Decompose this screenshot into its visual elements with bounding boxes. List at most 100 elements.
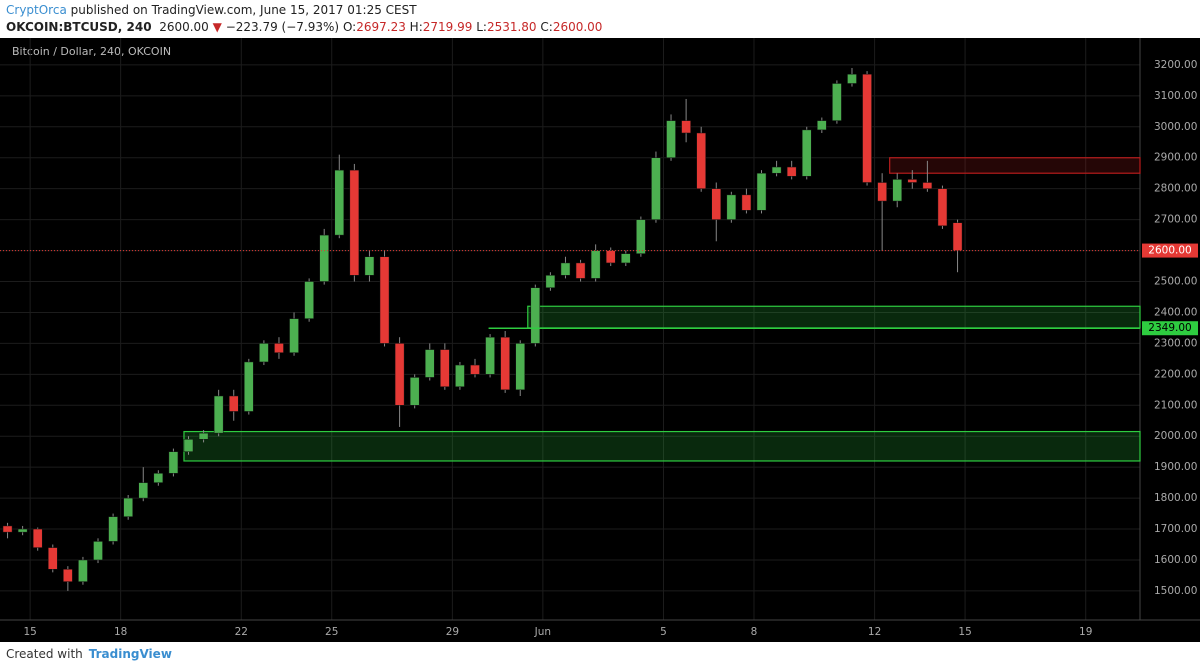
brand[interactable]: TradingView xyxy=(88,647,172,661)
candle-body xyxy=(817,120,827,131)
candle-body xyxy=(560,262,571,276)
candle-body xyxy=(364,256,375,276)
candle-body xyxy=(379,256,390,344)
low: 2531.80 xyxy=(486,20,537,34)
header-line: CryptOrca published on TradingView.com, … xyxy=(6,2,602,19)
y-tick-label: 1600.00 xyxy=(1154,554,1197,566)
symbol: OKCOIN:BTCUSD, 240 xyxy=(6,20,152,34)
candle-body xyxy=(952,222,963,251)
l-label: L: xyxy=(476,20,487,34)
candle-body xyxy=(274,343,284,353)
y-tick-label: 2000.00 xyxy=(1154,430,1197,442)
high: 2719.99 xyxy=(422,20,473,34)
candle-body xyxy=(575,262,586,279)
y-tick-label: 2900.00 xyxy=(1154,152,1197,164)
candle-body xyxy=(244,361,254,412)
candle-body xyxy=(213,395,224,434)
x-tick-label: 8 xyxy=(751,626,758,638)
candle-body xyxy=(349,169,360,276)
candle-body xyxy=(681,120,691,134)
candle-body xyxy=(319,234,329,282)
change: −223.79 (−7.93%) xyxy=(225,20,340,34)
footer: Created with TradingView xyxy=(6,647,172,661)
candle-body xyxy=(636,219,646,254)
candle-body xyxy=(304,281,314,319)
candle-body xyxy=(801,129,812,177)
candle-body xyxy=(605,250,616,264)
y-tick-label: 2500.00 xyxy=(1154,276,1197,288)
price-tag-label: 2349.00 xyxy=(1148,322,1191,334)
author[interactable]: CryptOrca xyxy=(6,3,67,17)
quote-line: OKCOIN:BTCUSD, 240 2600.00 ▼ −223.79 (−7… xyxy=(6,19,602,36)
y-tick-label: 1900.00 xyxy=(1154,461,1197,473)
candle-body xyxy=(138,482,149,499)
candle-body xyxy=(228,395,239,412)
candle-body xyxy=(711,188,722,220)
y-tick-label: 2300.00 xyxy=(1154,337,1197,349)
price-tag xyxy=(1142,321,1198,336)
candle-body xyxy=(198,432,209,440)
chart: Bitcoin / Dollar, 240, OKCOIN 1500.00 160… xyxy=(0,38,1200,642)
x-tick-label: 12 xyxy=(868,626,881,638)
last: 2600.00 xyxy=(159,20,209,34)
close: 2600.00 xyxy=(552,20,603,34)
candle-body xyxy=(847,73,857,84)
y-tick-label: 2400.00 xyxy=(1154,306,1197,318)
candle-body xyxy=(500,336,510,391)
candle-body xyxy=(666,120,676,158)
x-tick-label: 18 xyxy=(114,626,127,638)
candle-body xyxy=(289,318,299,353)
candle-body xyxy=(922,182,933,189)
candle-body xyxy=(485,336,495,375)
x-tick-label: 15 xyxy=(23,626,36,638)
candle-body xyxy=(123,497,133,517)
candle-body xyxy=(108,516,118,542)
x-tick-label: 25 xyxy=(325,626,338,638)
chart-bg xyxy=(0,38,1200,642)
x-tick-label: 19 xyxy=(1079,626,1092,638)
candle-body xyxy=(937,188,948,227)
candle-body xyxy=(409,377,420,406)
zone xyxy=(183,430,1141,462)
candle-body xyxy=(892,179,902,202)
price-tag-label: 2600.00 xyxy=(1148,245,1191,257)
candle-body xyxy=(470,364,480,375)
candle-body xyxy=(153,473,164,483)
candle-body xyxy=(907,179,918,183)
y-tick-label: 1500.00 xyxy=(1154,585,1197,597)
candle-body xyxy=(726,194,737,220)
candle-body xyxy=(78,559,88,582)
candle-body xyxy=(741,194,752,211)
h-label: H: xyxy=(409,20,423,34)
candle-body xyxy=(48,547,58,570)
y-tick-label: 3100.00 xyxy=(1154,90,1197,102)
zone xyxy=(527,305,1141,329)
candle-body xyxy=(93,541,103,561)
published: published on TradingView.com, June 15, 2… xyxy=(70,3,417,17)
candle-body xyxy=(455,364,465,387)
candle-body xyxy=(832,83,842,121)
candle-body xyxy=(621,253,631,264)
x-tick-label: 22 xyxy=(235,626,248,638)
candle-body xyxy=(334,169,345,236)
candle-body xyxy=(786,166,797,177)
y-tick-label: 1700.00 xyxy=(1154,523,1197,535)
x-tick-label: 15 xyxy=(958,626,971,638)
candle-body xyxy=(2,525,13,533)
candle-body xyxy=(17,528,28,533)
zone xyxy=(889,157,1141,174)
candle-body xyxy=(394,343,405,406)
candle-body xyxy=(63,569,73,582)
candle-body xyxy=(545,275,556,288)
y-tick-label: 3000.00 xyxy=(1154,121,1197,133)
candle-body xyxy=(651,157,661,220)
created: Created with xyxy=(6,647,83,661)
o-label: O: xyxy=(342,20,357,34)
candle-body xyxy=(696,132,706,189)
arrow: ▼ xyxy=(212,20,222,34)
chart-title: Bitcoin / Dollar, 240, OKCOIN xyxy=(12,45,171,58)
y-tick-label: 2700.00 xyxy=(1154,214,1197,226)
header: CryptOrca published on TradingView.com, … xyxy=(6,2,602,36)
x-tick-label: Jun xyxy=(534,626,551,638)
